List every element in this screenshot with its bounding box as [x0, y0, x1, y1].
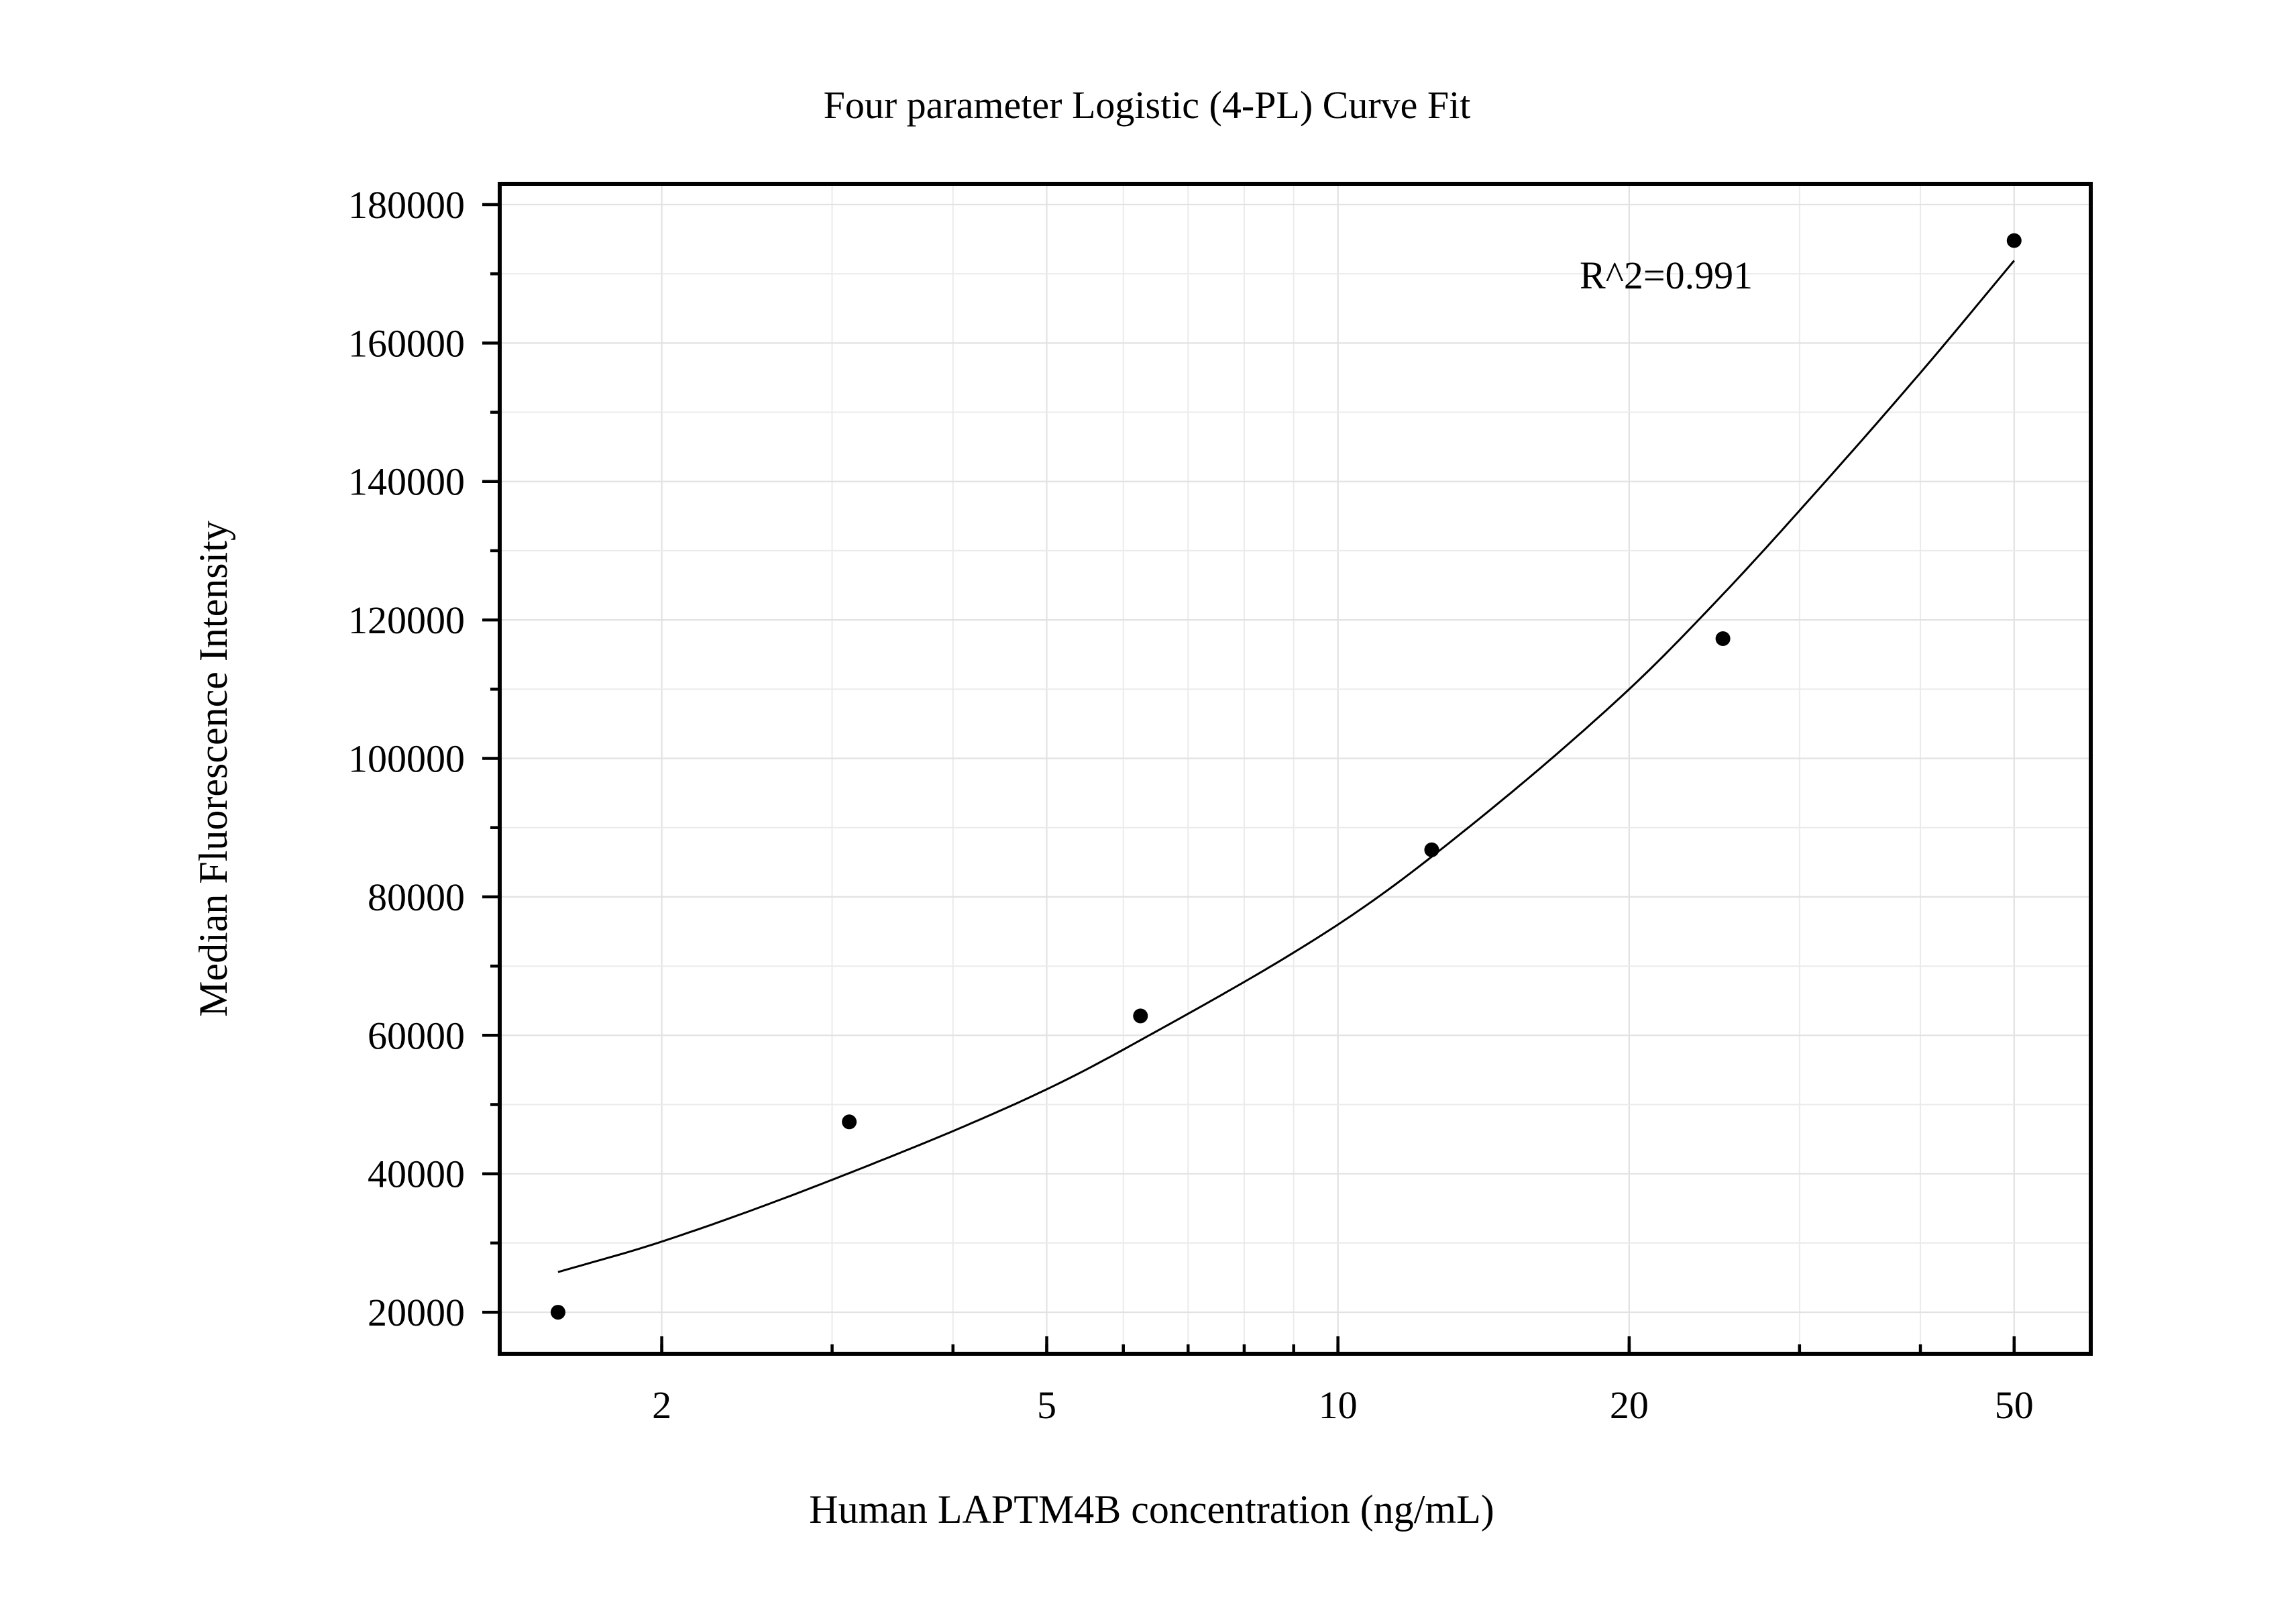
x-tick-label: 10	[1319, 1383, 1358, 1427]
y-tick-label: 180000	[348, 183, 465, 227]
data-point	[842, 1114, 857, 1130]
y-tick-label: 20000	[368, 1291, 465, 1334]
y-tick-label: 120000	[348, 598, 465, 642]
x-tick-label: 2	[652, 1383, 671, 1427]
data-point	[1133, 1008, 1148, 1024]
x-tick-label: 50	[1995, 1383, 2034, 1427]
chart-title: Four parameter Logistic (4-PL) Curve Fit	[824, 83, 1471, 127]
data-point	[1424, 842, 1439, 857]
data-points	[550, 233, 2022, 1320]
y-tick-label: 100000	[348, 737, 465, 781]
fit-curve-line	[557, 260, 2015, 1273]
x-tick-label: 5	[1037, 1383, 1056, 1427]
data-point	[2006, 233, 2022, 248]
r-squared-annotation: R^2=0.991	[1580, 254, 1753, 297]
y-tick-label: 60000	[368, 1014, 465, 1057]
y-tick-label: 80000	[368, 875, 465, 919]
x-axis-title: Human LAPTM4B concentration (ng/mL)	[809, 1487, 1494, 1532]
x-tick-label: 20	[1610, 1383, 1649, 1427]
data-point	[550, 1305, 565, 1320]
y-tick-label: 140000	[348, 460, 465, 504]
y-tick-label: 160000	[348, 321, 465, 365]
y-tick-label: 40000	[368, 1153, 465, 1196]
data-point	[1715, 631, 1731, 646]
axis-ticks	[482, 203, 2016, 1354]
fit-curve-group	[557, 260, 2015, 1273]
plot-frame	[498, 182, 2093, 1356]
tick-labels: 2 5 10 20 50 20000 40000 60000 80000 100000 120000…	[348, 183, 2034, 1427]
grid	[500, 184, 2091, 1354]
y-axis-title: Median Fluorescence Intensity	[191, 521, 235, 1017]
